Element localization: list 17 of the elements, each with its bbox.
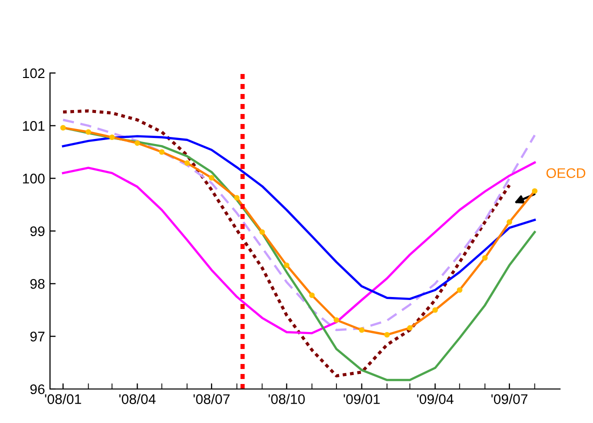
y-tick-label: 101 <box>23 121 44 131</box>
x-tick-label: '09/04 <box>417 394 454 404</box>
y-tick-label: 98 <box>30 279 45 289</box>
x-tick-label: '09/07 <box>491 394 528 404</box>
line-series <box>62 161 536 334</box>
series-label: OECD <box>546 168 586 178</box>
y-tick-label: 102 <box>23 68 44 78</box>
x-tick-label: '08/07 <box>194 394 230 404</box>
line-series <box>62 135 536 300</box>
x-tick-label: '08/10 <box>268 394 305 404</box>
y-tick-label: 99 <box>30 226 44 236</box>
y-tick-label: 100 <box>23 174 45 184</box>
x-tick-label: '08/01 <box>45 394 82 404</box>
x-tick-label: '08/04 <box>119 394 156 404</box>
y-tick-label: 96 <box>30 384 45 394</box>
x-tick-label: '09/01 <box>344 394 380 404</box>
y-tick-label: 97 <box>30 332 44 342</box>
